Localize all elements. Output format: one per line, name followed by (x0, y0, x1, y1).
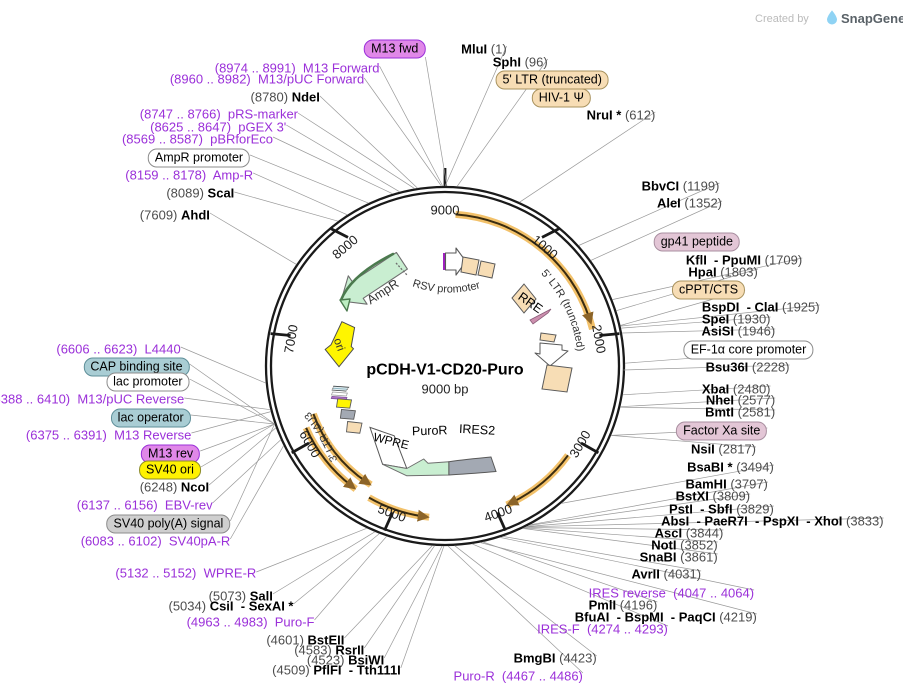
svg-text:5' LTR (truncated): 5' LTR (truncated) (539, 267, 587, 352)
svg-text:RSV promoter: RSV promoter (411, 278, 482, 296)
